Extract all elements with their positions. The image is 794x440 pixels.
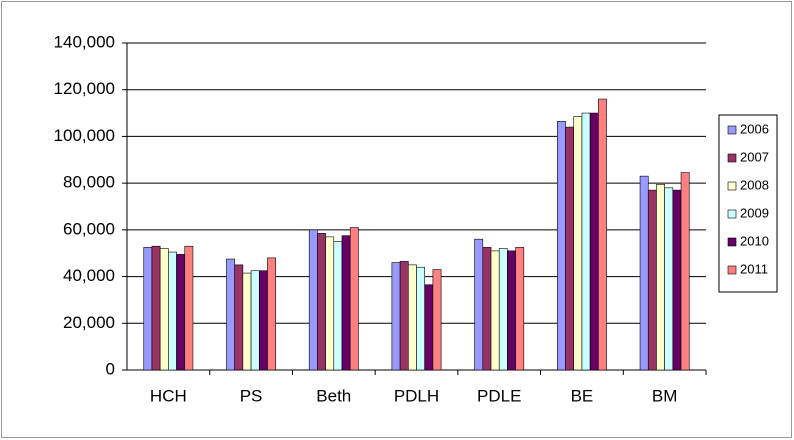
x-tick-label: Beth: [316, 386, 351, 405]
y-tick-label: 140,000: [54, 32, 115, 51]
x-tick-label: HCH: [150, 386, 187, 405]
x-tick-label: PDLH: [394, 386, 439, 405]
legend-swatch: [727, 181, 737, 191]
legend-swatch: [727, 125, 737, 135]
bar: [573, 116, 583, 371]
bar: [474, 238, 484, 371]
bar: [349, 227, 359, 371]
y-tick-label: 80,000: [63, 173, 115, 192]
legend-swatch: [727, 237, 737, 247]
legend-swatch: [727, 153, 737, 163]
bar: [639, 175, 649, 371]
bar: [589, 112, 599, 371]
bar: [267, 257, 276, 371]
bar: [656, 184, 665, 371]
bar: [341, 235, 351, 371]
bar: [226, 258, 235, 371]
x-tick-label: BM: [652, 386, 678, 405]
bar: [168, 251, 177, 371]
bar: [498, 248, 508, 371]
y-tick-label: 0: [106, 359, 115, 378]
bar: [647, 189, 657, 371]
legend-label: 2006: [740, 121, 769, 136]
legend-label: 2011: [740, 261, 768, 276]
legend-label: 2010: [740, 233, 769, 248]
bar: [325, 236, 335, 371]
x-tick-label: PDLE: [477, 386, 521, 405]
y-tick-label: 20,000: [63, 313, 115, 332]
bar: [234, 264, 244, 371]
legend-swatch: [727, 265, 737, 275]
legend-label: 2008: [740, 177, 769, 192]
bar: [416, 266, 425, 371]
y-tick-label: 120,000: [54, 79, 115, 98]
bar: [598, 98, 607, 371]
bar: [184, 245, 194, 371]
legend-label: 2009: [740, 205, 769, 220]
bar: [490, 250, 500, 371]
bar: [432, 269, 442, 371]
bar: [424, 284, 434, 371]
y-tick-label: 40,000: [63, 266, 115, 285]
bar: [664, 187, 674, 371]
bar: [680, 172, 690, 371]
x-tick-label: BE: [571, 386, 594, 405]
bar: [242, 272, 252, 371]
legend-swatch: [727, 209, 737, 219]
bar: [151, 245, 161, 371]
bar: [391, 262, 401, 371]
x-tick-label: PS: [240, 386, 263, 405]
bar: [143, 247, 153, 371]
bar: [258, 270, 268, 371]
bar: [565, 126, 575, 371]
y-tick-label: 100,000: [54, 126, 115, 145]
bar: [333, 241, 343, 371]
bar: [482, 247, 492, 371]
bar: [515, 247, 525, 371]
bar: [557, 120, 566, 371]
legend-box: [718, 114, 778, 293]
bar: [250, 270, 260, 371]
bar: [159, 248, 169, 371]
bar: [507, 250, 516, 371]
y-tick-label: 60,000: [63, 219, 115, 238]
bar: [317, 233, 326, 371]
bar: [407, 264, 417, 371]
bar: [176, 254, 186, 371]
bar: [581, 112, 591, 371]
bar: [672, 189, 682, 371]
bar: [399, 261, 409, 371]
bar: [308, 229, 318, 371]
legend-label: 2007: [740, 149, 769, 164]
